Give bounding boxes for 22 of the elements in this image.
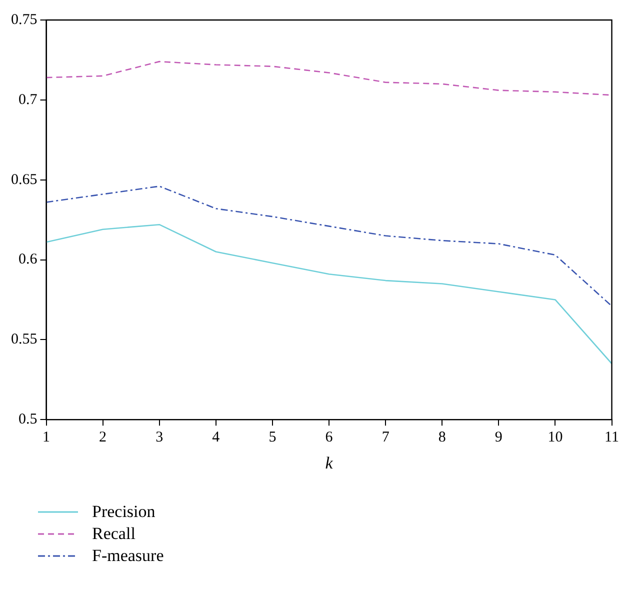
x-axis-title: k <box>325 453 334 472</box>
x-tick-label: 7 <box>382 430 390 446</box>
x-tick-label: 6 <box>325 430 334 446</box>
x-tick-label: 4 <box>212 430 220 446</box>
y-tick-label: 0.65 <box>11 172 38 188</box>
line-series <box>46 186 612 307</box>
y-tick-label: 0.6 <box>18 252 38 268</box>
y-tick-label: 0.5 <box>18 412 38 428</box>
legend-label: Precision <box>92 502 156 522</box>
y-tick-label: 0.75 <box>11 12 38 28</box>
x-tick-label: 3 <box>156 430 164 446</box>
x-tick-label: 2 <box>99 430 107 446</box>
x-tick-label: 10 <box>548 430 563 446</box>
y-tick-label: 0.55 <box>11 332 38 348</box>
x-tick-label: 8 <box>438 430 446 446</box>
x-tick-label: 9 <box>494 430 502 446</box>
x-tick-label: 11 <box>604 430 620 446</box>
legend-label: Recall <box>92 524 136 544</box>
legend-label: F-measure <box>92 546 164 566</box>
y-tick-label: 0.7 <box>18 92 38 108</box>
x-tick-label: 1 <box>42 430 50 446</box>
x-tick-label: 5 <box>268 430 276 446</box>
